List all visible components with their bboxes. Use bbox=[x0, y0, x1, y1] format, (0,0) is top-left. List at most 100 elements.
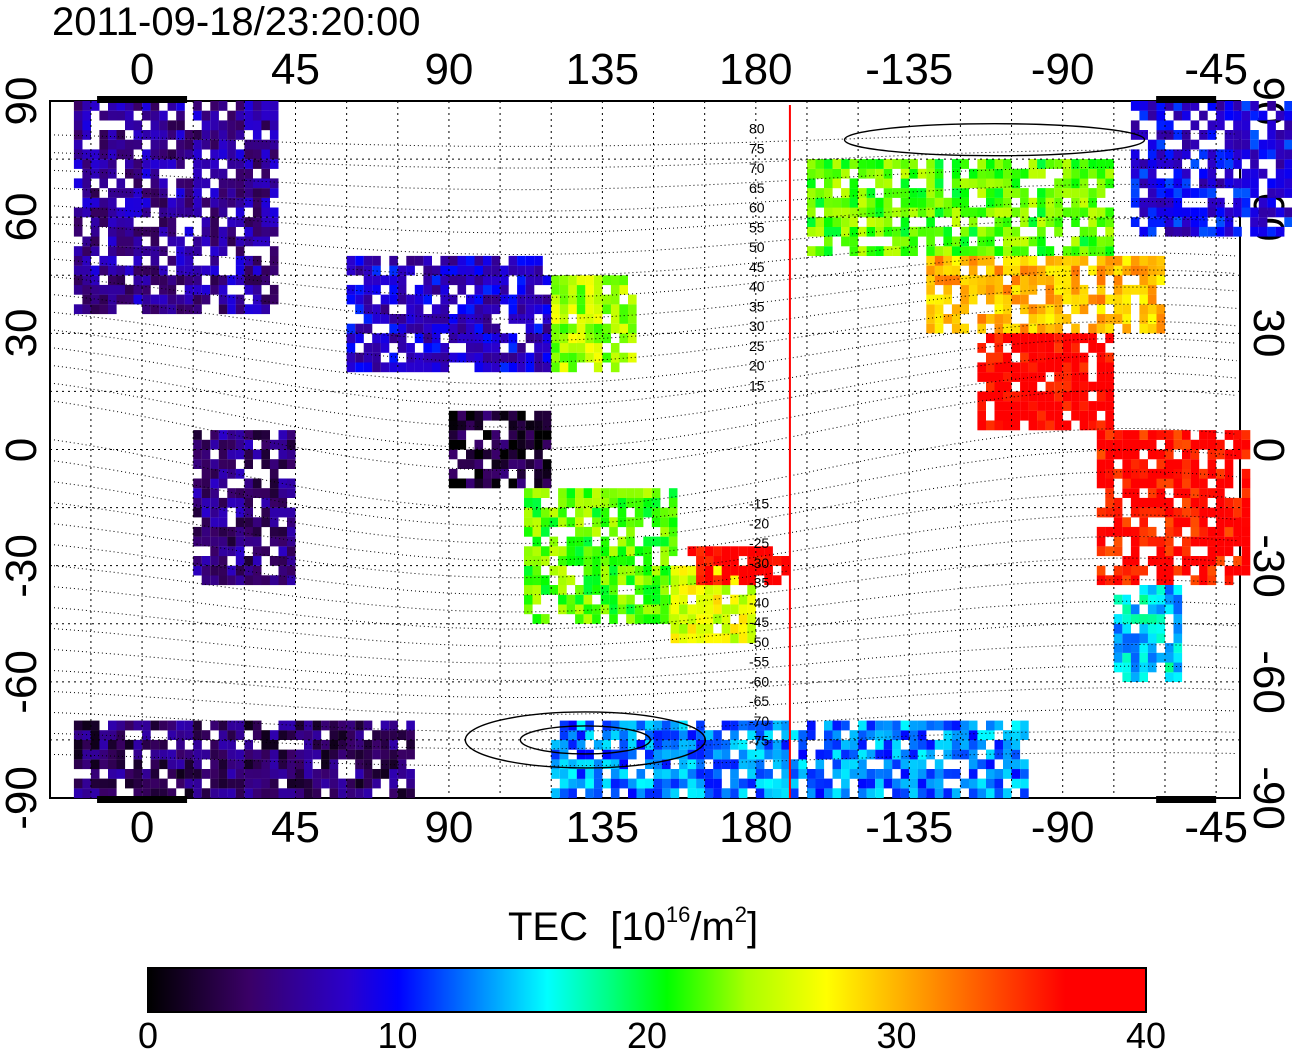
tec-cell bbox=[696, 585, 705, 595]
tec-cell bbox=[628, 333, 637, 344]
tec-cell bbox=[184, 178, 194, 189]
tec-cell bbox=[534, 362, 543, 373]
tec-cell bbox=[1190, 439, 1200, 450]
tec-cell bbox=[218, 207, 228, 218]
tec-cell bbox=[380, 343, 390, 353]
tec-cell bbox=[201, 565, 211, 576]
tec-cell bbox=[150, 159, 160, 169]
tec-cell bbox=[1079, 304, 1089, 315]
tec-cell bbox=[977, 284, 986, 295]
tec-cell bbox=[1165, 101, 1174, 111]
tec-cell bbox=[585, 788, 594, 799]
tec-cell bbox=[789, 730, 799, 740]
tec-cell bbox=[1156, 633, 1166, 644]
tec-cell bbox=[1079, 294, 1089, 305]
tec-cell bbox=[1003, 294, 1012, 305]
tec-cell bbox=[610, 314, 620, 324]
tec-cell bbox=[218, 478, 228, 489]
tec-cell bbox=[1045, 159, 1055, 169]
tec-cell bbox=[193, 430, 202, 440]
tec-cell bbox=[593, 343, 603, 353]
tec-cell bbox=[558, 497, 567, 508]
tec-cell bbox=[193, 139, 202, 150]
tec-cell bbox=[73, 217, 83, 227]
tec-cell bbox=[1147, 449, 1157, 460]
tec-cell bbox=[772, 778, 782, 789]
tec-cell bbox=[917, 788, 927, 799]
tec-cell bbox=[517, 362, 526, 373]
tec-cell bbox=[593, 284, 603, 295]
tec-cell bbox=[517, 439, 526, 450]
tec-cell bbox=[575, 507, 584, 518]
tec-cell bbox=[269, 575, 279, 586]
tec-cell bbox=[218, 226, 228, 237]
tec-cell bbox=[1028, 323, 1038, 334]
tec-cell bbox=[1173, 226, 1183, 237]
tec-cell bbox=[542, 304, 552, 315]
tec-cell bbox=[1147, 507, 1157, 518]
tec-cell bbox=[909, 207, 918, 218]
tec-cell bbox=[926, 788, 935, 799]
tec-cell bbox=[1156, 575, 1166, 586]
tec-cell bbox=[1122, 633, 1131, 644]
tec-cell bbox=[210, 246, 219, 256]
tec-cell bbox=[1156, 430, 1166, 440]
tec-cell bbox=[227, 226, 236, 237]
tec-cell bbox=[1139, 672, 1148, 682]
tec-cell bbox=[1233, 439, 1242, 450]
tec-cell bbox=[167, 149, 177, 160]
tec-cell bbox=[108, 226, 117, 237]
tec-cell bbox=[116, 130, 126, 140]
tec-cell bbox=[466, 323, 475, 334]
tec-cell bbox=[1096, 207, 1106, 218]
tec-cell bbox=[643, 614, 652, 624]
tec-cell bbox=[1147, 468, 1157, 479]
tec-cell bbox=[960, 159, 969, 169]
tec-cell bbox=[235, 788, 245, 799]
tec-cell bbox=[1105, 207, 1114, 218]
tec-cell bbox=[738, 788, 748, 799]
tec-cell bbox=[372, 304, 381, 315]
tec-cell bbox=[295, 720, 305, 731]
tec-cell bbox=[525, 294, 535, 305]
tec-cell bbox=[1139, 478, 1148, 489]
tec-cell bbox=[634, 546, 644, 557]
tec-cell bbox=[1011, 720, 1021, 731]
tec-cell bbox=[406, 314, 415, 324]
tec-cell bbox=[1139, 130, 1148, 140]
tec-cell bbox=[1122, 526, 1131, 537]
tec-cell bbox=[542, 294, 552, 305]
tec-cell bbox=[448, 323, 458, 334]
tec-cell bbox=[474, 333, 484, 344]
tec-cell bbox=[541, 575, 550, 586]
tec-cell bbox=[866, 217, 876, 227]
tec-cell bbox=[159, 139, 168, 150]
tec-cell bbox=[593, 788, 603, 799]
tec-cell bbox=[1071, 265, 1080, 276]
tec-cell bbox=[525, 304, 535, 315]
tec-cell bbox=[926, 168, 935, 179]
tec-cell bbox=[1096, 159, 1106, 169]
tec-cell bbox=[380, 730, 390, 740]
tec-cell bbox=[176, 739, 185, 750]
tec-cell bbox=[142, 130, 151, 140]
tec-cell bbox=[832, 788, 842, 799]
tec-cell bbox=[1275, 149, 1285, 160]
tec-cell bbox=[1147, 556, 1157, 566]
tec-cell bbox=[389, 778, 398, 789]
contour-label: -35 bbox=[749, 575, 769, 591]
tec-cell bbox=[176, 769, 185, 779]
tec-cell bbox=[1130, 633, 1140, 644]
tec-cell bbox=[696, 556, 705, 566]
tec-cell bbox=[1199, 168, 1208, 179]
tec-cell bbox=[568, 333, 577, 344]
tec-cell bbox=[227, 159, 236, 169]
tec-cell bbox=[1182, 488, 1191, 498]
tec-cell bbox=[1182, 101, 1191, 111]
tec-cell bbox=[687, 759, 697, 770]
tec-cell bbox=[1216, 536, 1225, 547]
tec-cell bbox=[730, 759, 739, 770]
tec-cell bbox=[1241, 468, 1251, 479]
tec-cell bbox=[602, 294, 611, 305]
tec-cell bbox=[363, 749, 373, 760]
